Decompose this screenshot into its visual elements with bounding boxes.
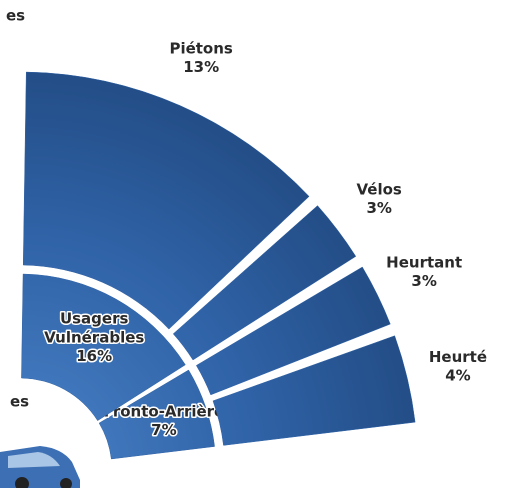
category-label: Heurté — [429, 347, 487, 365]
segment — [22, 71, 310, 330]
category-line: Heurtant — [386, 253, 462, 271]
segment — [195, 266, 391, 396]
segment — [212, 335, 416, 446]
category-line: Vélos — [357, 180, 402, 198]
annotation: es — [6, 7, 25, 25]
annotation: es — [10, 393, 29, 411]
value-label: 3% — [366, 199, 391, 217]
value-label: 13% — [183, 58, 219, 76]
value-label: 4% — [445, 366, 470, 384]
category-label: Piétons — [169, 39, 232, 57]
category-line: Vulnérables — [44, 328, 144, 346]
category-label: Fronto-Arrière — [104, 402, 225, 420]
category-line: Usagers — [60, 309, 129, 327]
value-label: 16% — [76, 347, 112, 365]
segment — [172, 205, 357, 361]
car-image — [0, 446, 80, 488]
segment — [98, 369, 215, 460]
category-label: Vélos — [357, 180, 402, 198]
category-line: Piétons — [169, 39, 232, 57]
category-label: Usagers Vulnérables — [44, 309, 144, 346]
value-label: 3% — [411, 272, 436, 290]
segment — [21, 273, 186, 421]
category-label: Heurtant — [386, 253, 462, 271]
category-line: Fronto-Arrière — [104, 402, 225, 420]
value-label: 7% — [151, 421, 176, 439]
category-line: Heurté — [429, 347, 487, 365]
